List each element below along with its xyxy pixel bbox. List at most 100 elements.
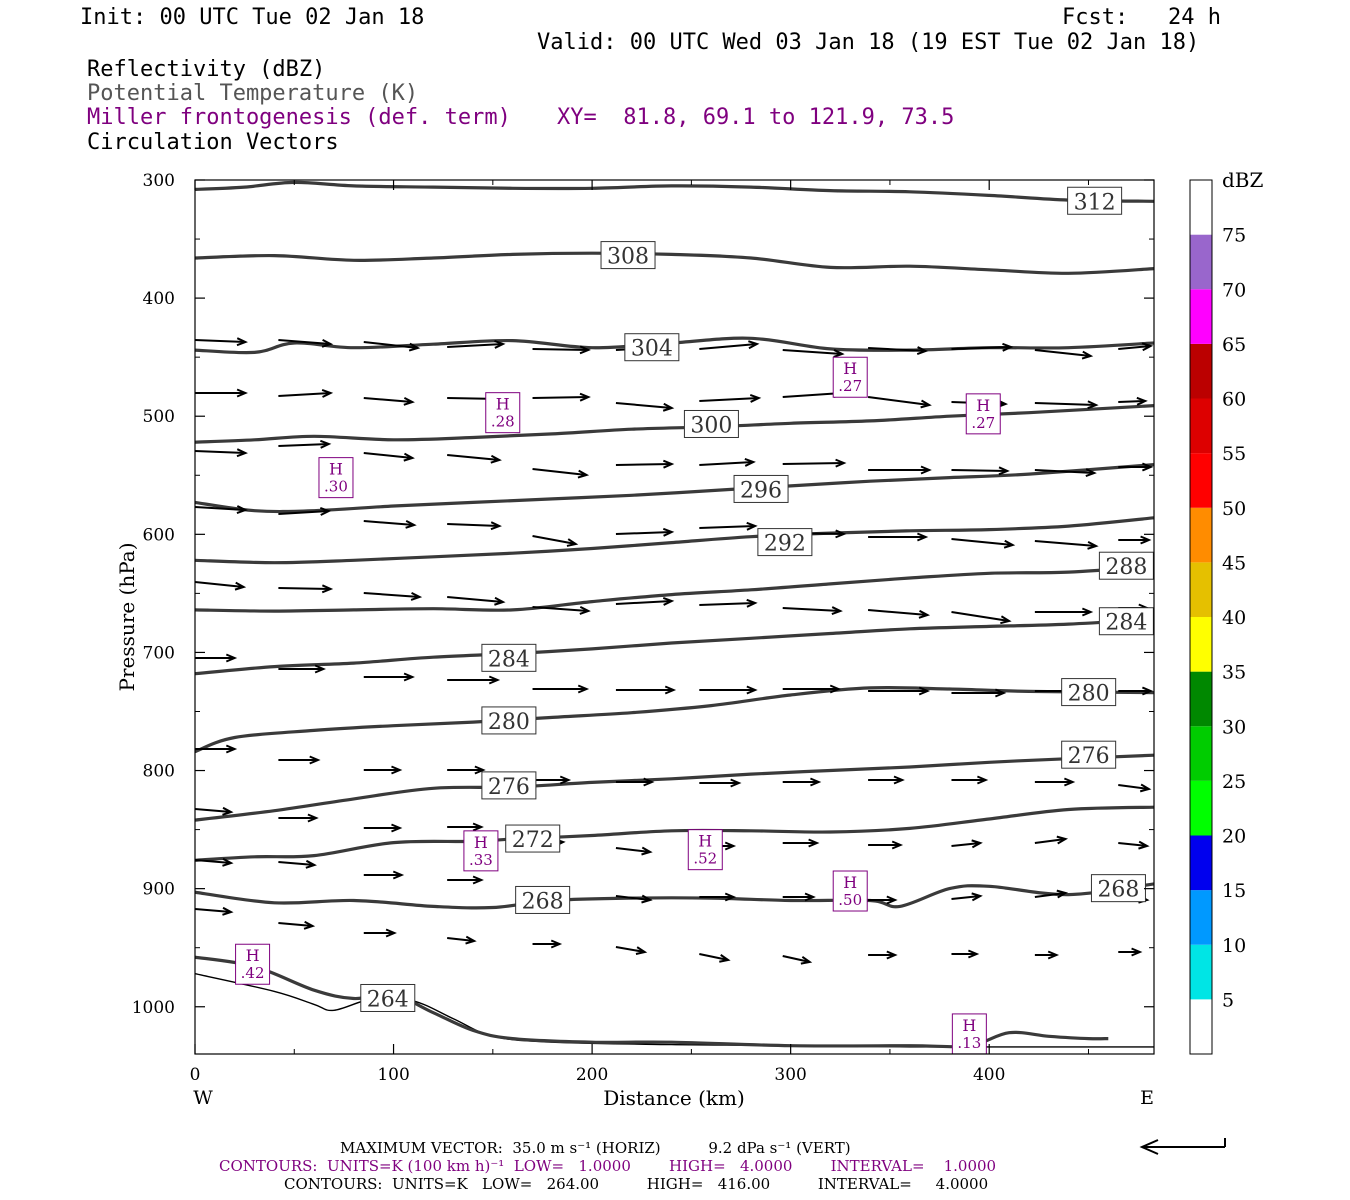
- colorbar-segment: [1190, 289, 1212, 344]
- colorbar-segment: [1190, 180, 1212, 235]
- circulation-vector: [951, 688, 1007, 698]
- isentrope-label: 280: [481, 706, 537, 735]
- y-axis-title: Pressure (hPa): [115, 543, 139, 692]
- frontogenesis-max-label: H: [329, 460, 343, 479]
- x-tick-label: 0: [190, 1065, 201, 1085]
- circulation-vector: [1118, 462, 1154, 472]
- isentrope-label: 312: [1067, 186, 1123, 215]
- circulation-vector: [867, 396, 932, 409]
- isentrope-label: 296: [733, 474, 789, 503]
- y-tick-label: 300: [143, 171, 175, 191]
- colorbar-level-label: 15: [1222, 880, 1246, 902]
- isentrope-label-text: 292: [764, 532, 806, 557]
- circulation-vector: [363, 928, 397, 938]
- circulation-vector: [363, 823, 403, 833]
- frontogenesis-max-value: .30: [324, 478, 348, 496]
- circulation-vector: [951, 892, 983, 902]
- circulation-vector: [278, 664, 326, 674]
- circulation-vector: [1034, 468, 1097, 478]
- colorbar-segment: [1190, 343, 1212, 399]
- isentrope-312: [195, 180, 1154, 203]
- circulation-vector: [532, 392, 591, 402]
- y-tick-label: 700: [143, 643, 175, 663]
- circulation-vector: [615, 685, 677, 695]
- circulation-vector: [363, 519, 417, 529]
- frontogenesis-max-marker: H.52: [687, 829, 723, 871]
- isentrope-292: [195, 516, 1154, 565]
- circulation-vector: [951, 611, 1012, 625]
- circulation-vector: [447, 935, 477, 945]
- isentrope-label: 284: [481, 643, 537, 672]
- circulation-vector: [1118, 840, 1150, 850]
- colorbar-level-label: 50: [1222, 498, 1246, 520]
- plot-frame: [194, 179, 1155, 1055]
- circulation-vector: [1034, 607, 1094, 617]
- circulation-vector: [699, 685, 758, 695]
- circulation-vector: [699, 393, 762, 403]
- colorbar-segment: [1190, 944, 1212, 1000]
- circulation-vector: [951, 775, 989, 785]
- frontogenesis-max-value: .42: [241, 964, 265, 982]
- colorbar-segment: [1190, 562, 1212, 617]
- isentrope-288: [195, 564, 1154, 613]
- isentrope-272: [195, 805, 1154, 862]
- frontogenesis-max-label: H: [843, 359, 857, 378]
- x-tick-label: 300: [774, 1065, 806, 1085]
- isentrope-label: 280: [1061, 678, 1117, 707]
- circulation-vector: [782, 606, 843, 616]
- circulation-vector: [363, 870, 405, 880]
- x-tick-label: 400: [973, 1065, 1005, 1085]
- y-tick-label: 400: [143, 289, 175, 309]
- frontogenesis-max-marker: H.33: [463, 830, 499, 872]
- circulation-vector: [782, 684, 842, 694]
- isentrope-264: [195, 955, 1109, 1049]
- circulation-vector: [278, 920, 316, 930]
- isentrope-label-text: 272: [512, 828, 554, 853]
- isentrope-label-text: 284: [488, 647, 530, 672]
- circulation-vector: [278, 389, 334, 398]
- isentrope-label-text: 300: [690, 413, 732, 438]
- isentrope-label-text: 308: [607, 245, 649, 270]
- circulation-vector: [615, 894, 653, 904]
- x-axis-right-end: E: [1140, 1087, 1154, 1109]
- circulation-vector: [532, 939, 563, 949]
- isentrope-label-text: 296: [740, 478, 782, 503]
- colorbar-segment: [1190, 617, 1212, 672]
- frontogenesis-max-value: .13: [957, 1034, 981, 1052]
- circulation-vector: [195, 744, 238, 754]
- circulation-vector: [363, 765, 403, 775]
- circulation-vector: [1034, 950, 1060, 960]
- colorbar-segment: [1190, 835, 1212, 891]
- colorbar-level-label: 25: [1222, 771, 1246, 793]
- circulation-vector: [195, 448, 248, 458]
- circulation-vector: [195, 806, 234, 816]
- colorbar-level-label: 5: [1222, 989, 1234, 1011]
- circulation-vector: [532, 606, 591, 615]
- colorbar-level-label: 55: [1222, 443, 1246, 465]
- isentrope-label-text: 312: [1074, 190, 1116, 215]
- circulation-vector: [782, 777, 822, 787]
- frontogenesis-max-label: H: [698, 832, 712, 851]
- circulation-vector: [278, 338, 334, 348]
- reflectivity-boundary-line: [195, 973, 1154, 1048]
- frontogenesis-max-marker: H.13: [951, 1013, 987, 1054]
- isentrope-label: 284: [1098, 607, 1154, 636]
- colorbar-level-label: 30: [1222, 716, 1246, 738]
- circulation-vector: [699, 598, 758, 608]
- frontogenesis-max-marker: H.42: [235, 943, 271, 985]
- frontogenesis-max-label: H: [962, 1016, 976, 1035]
- isentrope-label-text: 284: [1105, 611, 1147, 636]
- colorbar-segment: [1190, 398, 1212, 454]
- circulation-vector: [868, 950, 898, 960]
- isentrope-label: 276: [481, 771, 537, 800]
- circulation-vector: [363, 396, 415, 406]
- circulation-vector: [363, 672, 415, 682]
- frontogenesis-max-value: .27: [971, 414, 995, 432]
- circulation-vector: [363, 341, 421, 352]
- colorbar-level-label: 45: [1222, 552, 1246, 574]
- circulation-vector: [1034, 540, 1099, 550]
- frontogenesis-max-value: .28: [491, 413, 515, 431]
- circulation-vector: [447, 521, 502, 531]
- axes: 300 400 500 600 700 800 900 1000 0 100 200 300 400: [132, 171, 1155, 1085]
- circulation-vector: [615, 846, 653, 856]
